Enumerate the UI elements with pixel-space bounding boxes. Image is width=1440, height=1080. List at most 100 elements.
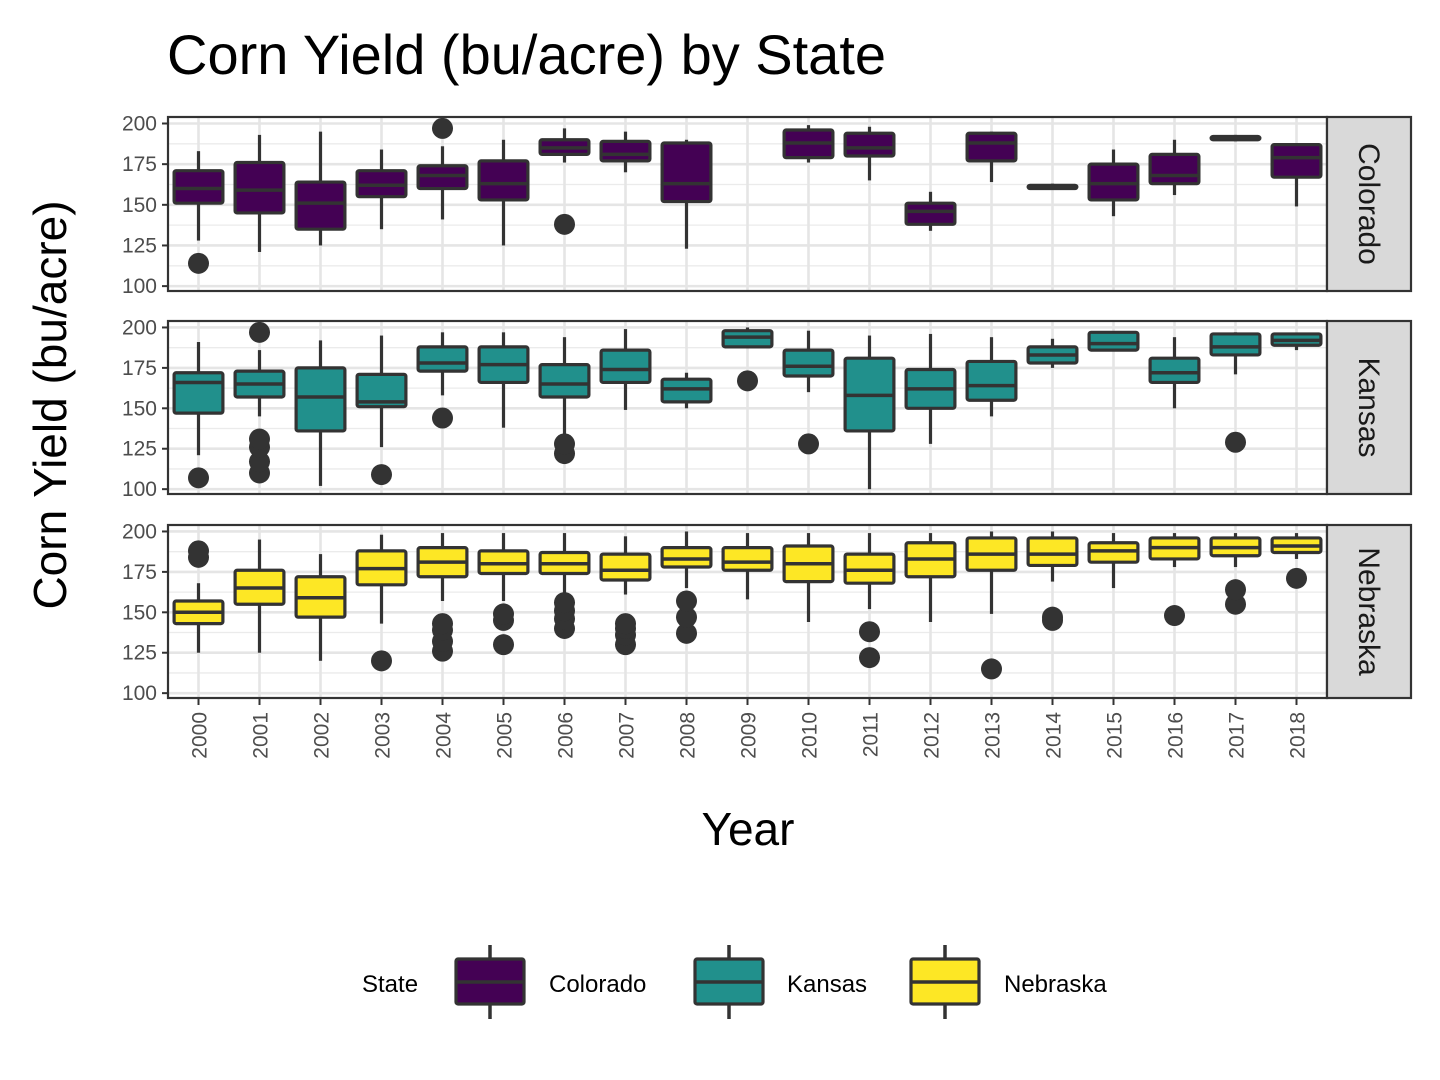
- box-body: [599, 139, 652, 163]
- legend-label: Colorado: [549, 971, 646, 998]
- y-tick-label: 175: [122, 153, 157, 176]
- box-kansas-2008: [660, 372, 713, 409]
- outlier-point: [1042, 606, 1063, 628]
- x-tick-label: 2006: [555, 712, 578, 759]
- box-body: [721, 546, 774, 572]
- x-tick-label: 2014: [1043, 712, 1066, 759]
- x-tick-label: 2009: [738, 712, 761, 759]
- x-tick-label: 2016: [1165, 712, 1188, 759]
- box-nebraska-2002: [294, 554, 347, 661]
- box-body: [904, 201, 957, 226]
- outlier-point: [493, 603, 514, 625]
- box-colorado-2005: [477, 139, 530, 246]
- box-kansas-2009: [721, 327, 774, 392]
- y-tick-label: 100: [122, 275, 157, 298]
- box-body: [660, 141, 713, 204]
- box-kansas-2007: [599, 329, 652, 410]
- box-kansas-2002: [294, 340, 347, 486]
- y-tick-label: 200: [122, 520, 157, 543]
- outlier-point: [188, 467, 209, 489]
- box-colorado-2007: [599, 131, 652, 173]
- box-kansas-2005: [477, 332, 530, 428]
- x-tick-label: 2012: [921, 712, 944, 759]
- box-kansas-2011: [843, 335, 896, 490]
- outlier-point: [1164, 605, 1185, 627]
- legend-label: Kansas: [787, 971, 867, 998]
- box-kansas-2018: [1270, 332, 1323, 351]
- outlier-point: [249, 451, 270, 473]
- outlier-point: [371, 650, 392, 672]
- y-tick-label: 175: [122, 561, 157, 584]
- outlier-point: [554, 213, 575, 235]
- outlier-point: [676, 606, 697, 628]
- outlier-point: [676, 622, 697, 644]
- box-body: [416, 345, 469, 373]
- x-axis-ticks: 2000 2001 2002 2003 2004 2005 2006 2007 2008 2009…: [189, 698, 1310, 759]
- box-nebraska-2003: [355, 534, 408, 672]
- box-body: [172, 371, 225, 415]
- box-body: [599, 552, 652, 582]
- box-colorado-2012: [904, 191, 957, 231]
- outlier-point: [737, 370, 758, 392]
- outlier-point: [859, 647, 880, 669]
- outlier-point: [432, 613, 453, 635]
- x-tick-label: 2018: [1287, 712, 1310, 759]
- box-colorado-2002: [294, 131, 347, 246]
- x-tick-label: 2007: [616, 712, 639, 759]
- outlier-point: [1225, 431, 1246, 453]
- x-tick-label: 2001: [250, 712, 273, 759]
- box-body: [1148, 152, 1201, 186]
- outlier-point: [615, 613, 636, 635]
- y-tick-label: 150: [122, 601, 157, 624]
- outlier-point: [554, 433, 575, 455]
- box-colorado-2000: [172, 151, 225, 274]
- y-tick-label: 125: [122, 642, 157, 665]
- y-tick-label: 150: [122, 194, 157, 217]
- y-axis-title: Corn Yield (bu/acre): [24, 200, 76, 609]
- outlier-point: [1225, 593, 1246, 615]
- box-colorado-2015: [1087, 149, 1140, 217]
- box-kansas-2015: [1087, 330, 1140, 352]
- box-nebraska-2007: [599, 536, 652, 656]
- box-body: [1087, 330, 1140, 352]
- legend-title: State: [362, 971, 418, 998]
- box-nebraska-2011: [843, 533, 896, 669]
- facet-panel-nebraska: 100 125 150 175 200 Nebraska: [122, 520, 1413, 705]
- box-body: [538, 363, 591, 399]
- box-kansas-2003: [355, 335, 408, 486]
- box-body: [843, 131, 896, 158]
- outlier-point: [188, 540, 209, 562]
- x-tick-label: 2000: [189, 712, 212, 759]
- x-tick-label: 2015: [1104, 712, 1127, 759]
- box-kansas-2017: [1209, 332, 1262, 453]
- box-colorado-2018: [1270, 143, 1323, 207]
- facet-panel-colorado: 100 125 150 175 200 Colorado: [122, 113, 1413, 298]
- box-nebraska-2017: [1209, 533, 1262, 615]
- x-axis-title: Year: [702, 803, 795, 855]
- facet-strip-label: Colorado: [1352, 143, 1385, 265]
- box-kansas-2001: [233, 321, 286, 484]
- box-body: [1209, 332, 1262, 357]
- box-nebraska-2009: [721, 533, 774, 600]
- y-tick-label: 100: [122, 682, 157, 705]
- legend-key-nebraska: Nebraska: [909, 945, 1107, 1019]
- outlier-point: [188, 252, 209, 274]
- box-body: [1270, 143, 1323, 179]
- box-colorado-2001: [233, 134, 286, 252]
- chart-title: Corn Yield (bu/acre) by State: [167, 23, 886, 86]
- facet-strip-label: Nebraska: [1352, 547, 1385, 676]
- facet-strip: [1325, 523, 1413, 700]
- outlier-point: [249, 428, 270, 450]
- outlier-point: [249, 321, 270, 343]
- box-nebraska-2004: [416, 533, 469, 662]
- y-tick-label: 200: [122, 113, 157, 136]
- box-kansas-2000: [172, 342, 225, 489]
- box-body: [294, 180, 347, 231]
- box-nebraska-2013: [965, 531, 1018, 680]
- legend: State Colorado Kansas Nebraska: [362, 945, 1107, 1019]
- box-colorado-2011: [843, 126, 896, 181]
- x-tick-label: 2002: [311, 712, 334, 759]
- box-nebraska-2000: [172, 540, 225, 653]
- box-nebraska-2018: [1270, 533, 1323, 589]
